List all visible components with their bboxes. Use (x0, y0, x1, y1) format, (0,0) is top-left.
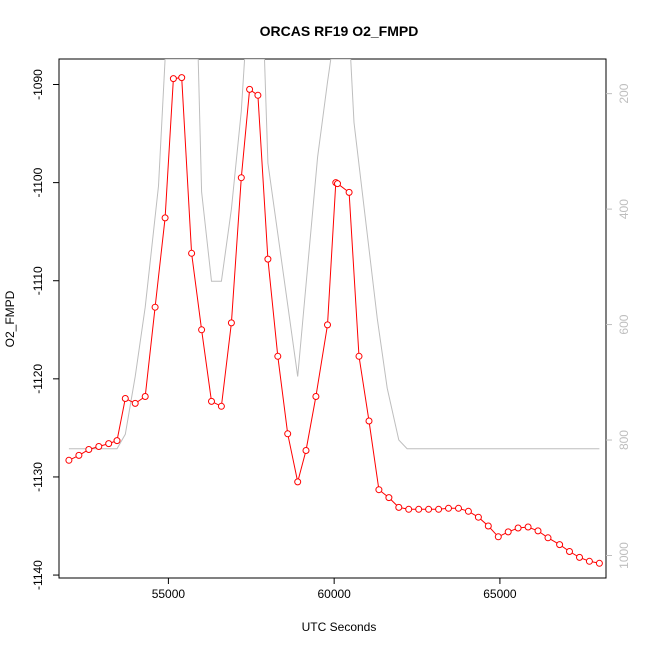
data-point (504, 528, 512, 536)
data-point (385, 494, 393, 502)
data-point (294, 478, 302, 486)
data-point (246, 85, 254, 93)
data-point (345, 188, 353, 196)
x-tick-label: 55000 (152, 587, 186, 601)
data-point (284, 430, 292, 438)
data-point (208, 397, 215, 405)
data-point (312, 393, 320, 400)
data-point (395, 503, 403, 511)
data-point (254, 91, 262, 99)
data-point (95, 443, 103, 450)
y-axis: -1090 -1100 -1110 -1120 -1130 -1140 (31, 69, 59, 590)
data-point (405, 505, 413, 513)
x-axis-label: UTC Seconds (302, 620, 377, 634)
secondary-series-line (68, 59, 600, 450)
data-point (576, 553, 583, 561)
y-tick-label: -1130 (31, 462, 45, 492)
data-point (105, 440, 113, 448)
y-tick-label: -1110 (31, 266, 45, 295)
data-point (524, 523, 532, 531)
data-point (365, 417, 373, 425)
data-point (85, 446, 93, 453)
y-tick-label: -1140 (31, 560, 45, 590)
data-point (334, 180, 341, 188)
data-point (151, 303, 159, 311)
data-point (534, 527, 542, 535)
data-point (445, 504, 452, 512)
data-point (556, 541, 564, 549)
chart-title: ORCAS RF19 O2_FMPD (260, 23, 419, 39)
data-point (435, 505, 443, 513)
y2-tick-label: 200 (617, 83, 631, 103)
data-point (585, 557, 593, 565)
y2-tick-label: 400 (617, 199, 631, 219)
data-point (274, 352, 282, 360)
data-point (455, 504, 462, 512)
y-tick-label: -1100 (31, 167, 45, 197)
data-point (566, 548, 573, 555)
series-layer (65, 59, 603, 567)
data-point (464, 507, 472, 515)
series-line (68, 77, 600, 564)
data-point (131, 399, 139, 407)
data-point (217, 402, 225, 410)
secondary-y-axis: 200 400 600 800 1000 (606, 83, 631, 569)
data-point (113, 437, 121, 445)
data-point (302, 447, 310, 454)
data-point (514, 524, 522, 532)
data-point (237, 174, 245, 182)
data-point (544, 534, 552, 542)
data-point (227, 319, 235, 327)
data-point (264, 255, 272, 263)
data-point (198, 326, 206, 334)
data-point (141, 393, 149, 400)
y2-tick-label: 600 (617, 314, 631, 334)
x-axis: 55000 60000 65000 (152, 578, 517, 601)
y-tick-label: -1120 (31, 364, 45, 394)
x-tick-label: 65000 (483, 587, 517, 601)
y-axis-label: O2_FMPD (3, 290, 17, 347)
data-point (75, 451, 83, 459)
data-point (375, 486, 383, 494)
y-tick-label: -1090 (31, 69, 45, 100)
data-point (595, 559, 603, 567)
y2-tick-label: 1000 (617, 542, 631, 569)
data-point (425, 505, 433, 513)
plot-frame (58, 58, 607, 579)
data-point (178, 74, 186, 82)
x-tick-label: 60000 (317, 587, 351, 601)
data-point (355, 352, 363, 360)
data-point (65, 456, 73, 464)
data-point (161, 214, 169, 222)
data-point (188, 249, 196, 257)
data-point (484, 522, 492, 530)
data-point (169, 75, 177, 83)
data-point (324, 321, 331, 329)
data-point (494, 533, 502, 541)
data-point (415, 505, 423, 513)
y2-tick-label: 800 (617, 430, 631, 450)
data-point (474, 513, 482, 521)
data-point (121, 395, 129, 402)
